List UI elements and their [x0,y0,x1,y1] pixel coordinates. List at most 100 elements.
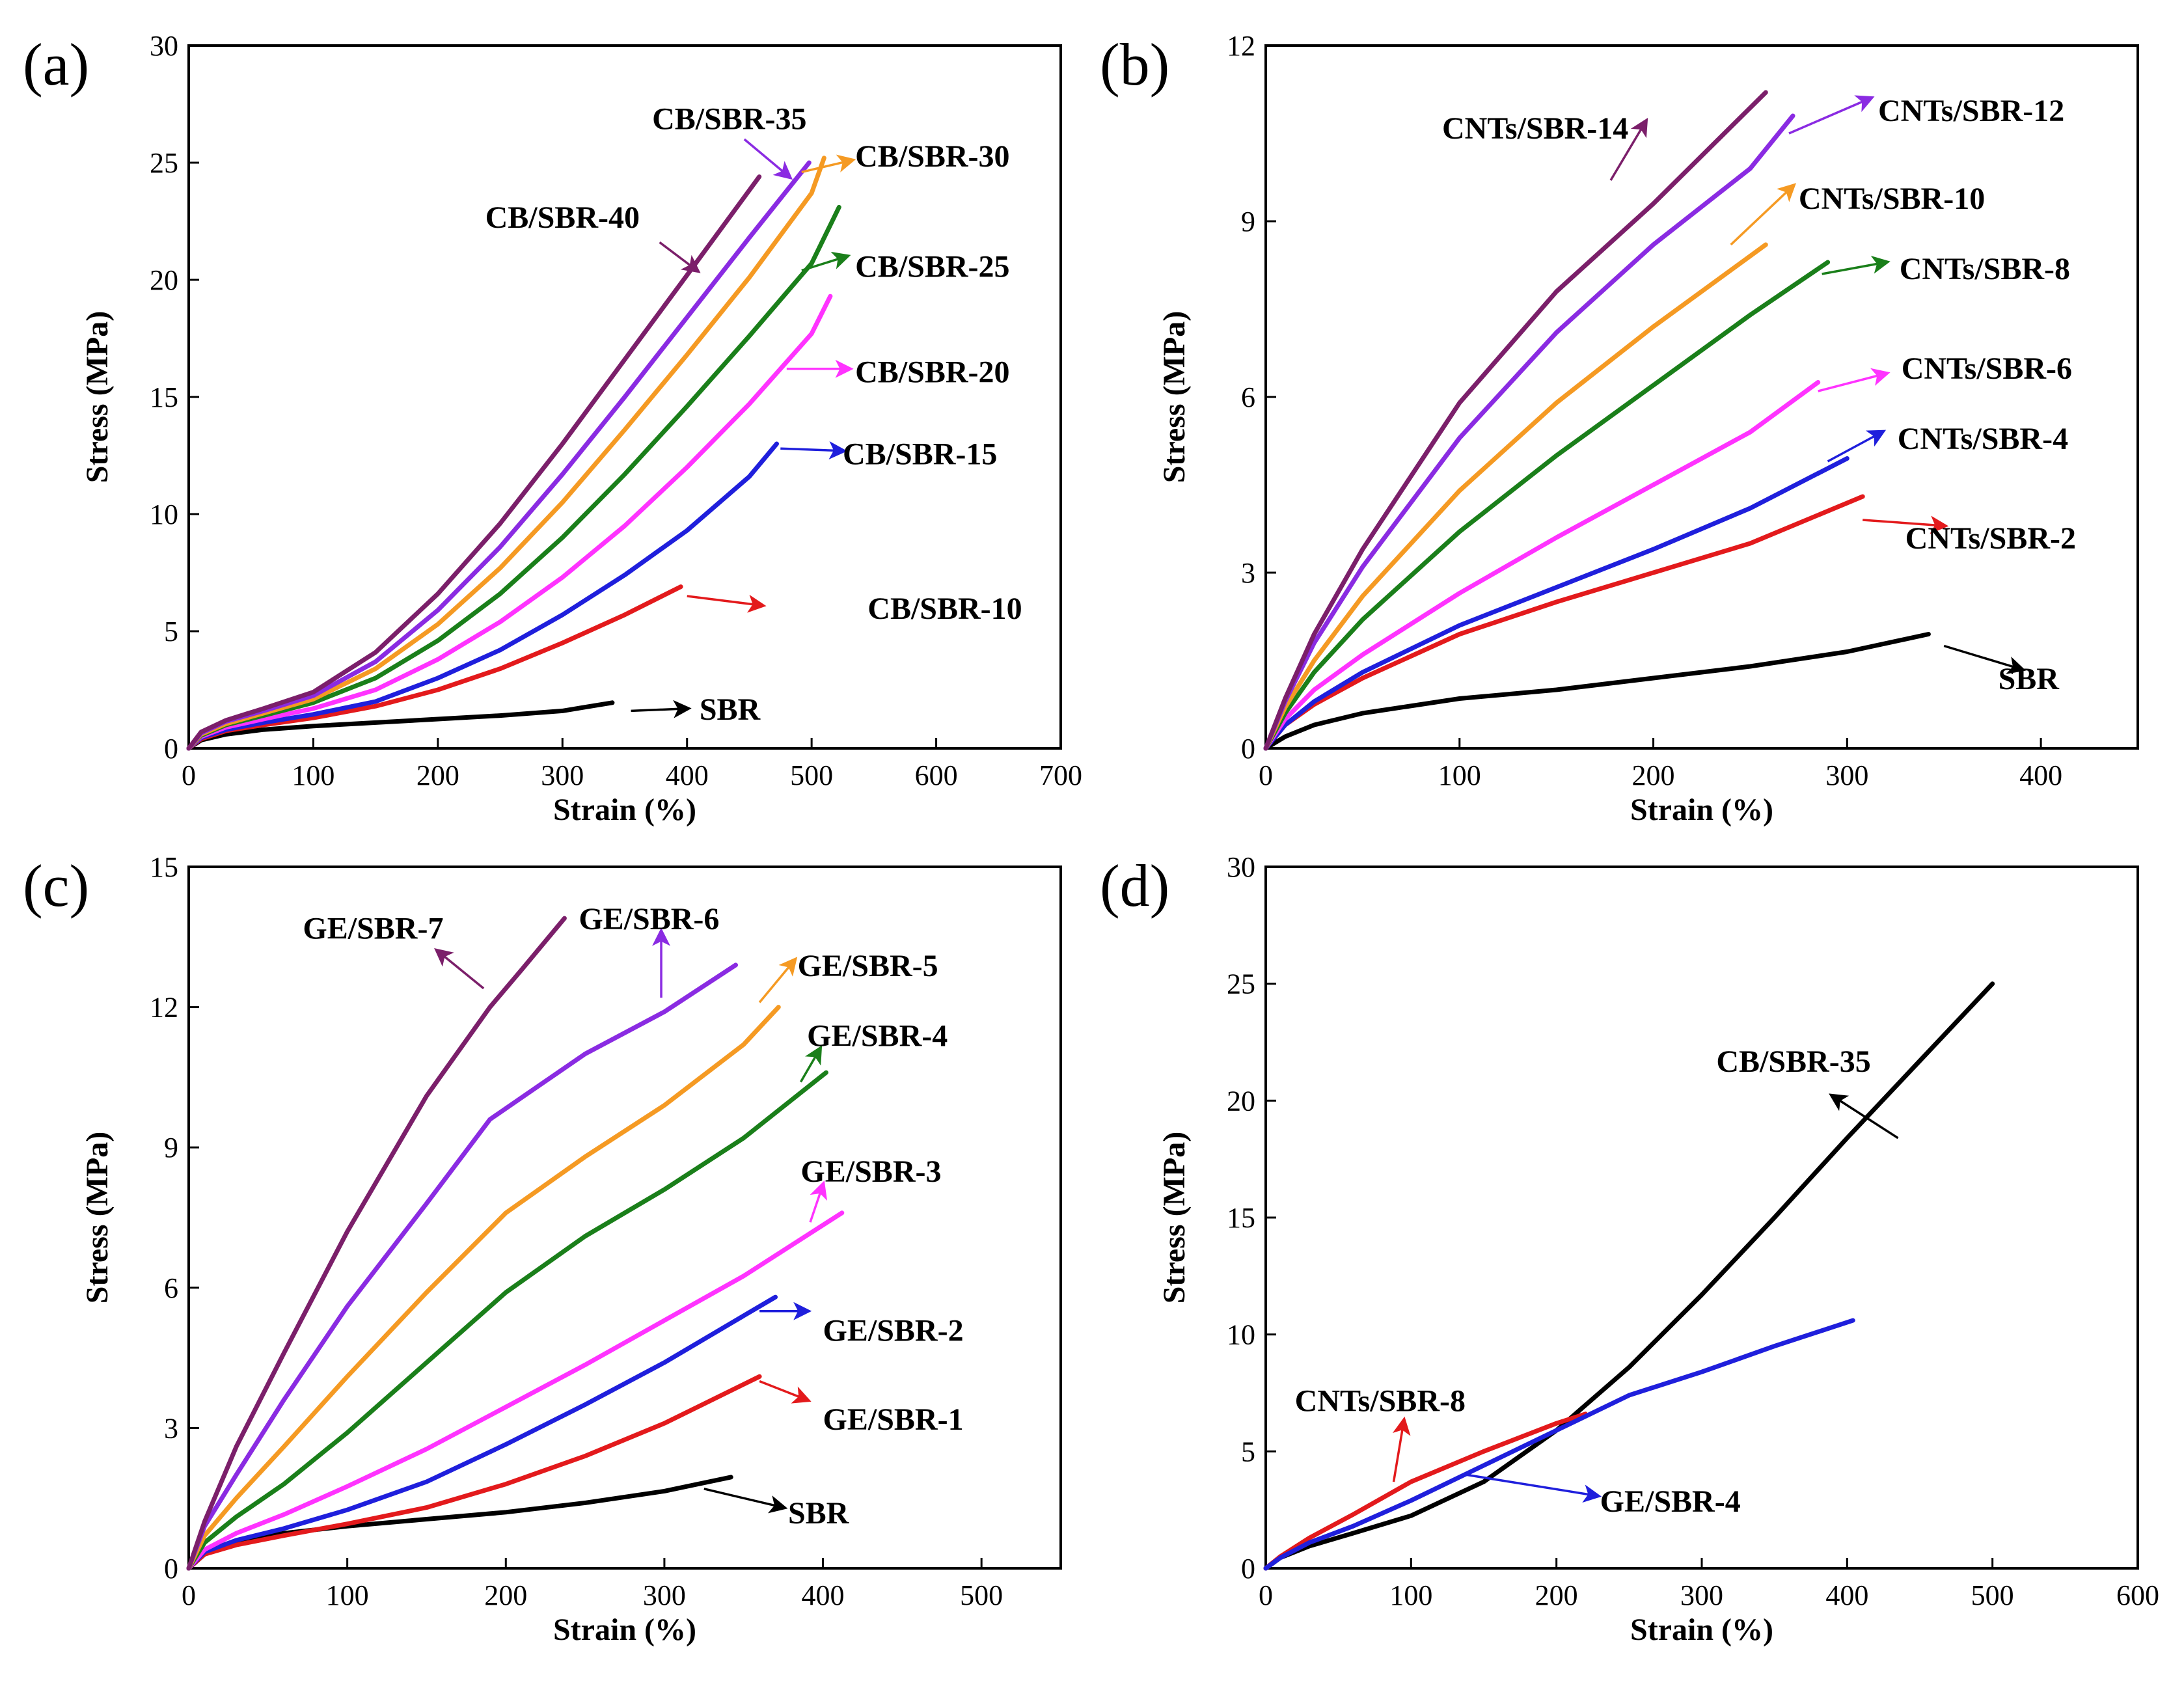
y-tick-label: 15 [150,851,178,883]
series-line-ge-sbr-6 [186,962,738,1571]
panel-c: 0 100 200 300 400 500 0 3 6 9 12 15 Strain (%) Stress… [23,851,1062,1647]
panel-b: 0 100 200 300 400 0 3 6 9 12 Strain (%) Stress (MPa… [1100,30,2139,827]
y-tick-label: 0 [164,733,178,765]
y-tick-label: 15 [150,381,178,413]
annotation-arrow [809,1180,828,1223]
y-tick-label: 0 [1241,733,1255,765]
x-tick-label: 100 [326,1579,369,1611]
annotation-arrow [1730,183,1797,246]
series-annotation-label: GE/SBR-6 [579,902,719,936]
series-line-ge-sbr-3 [186,1210,845,1571]
y-tick-label: 3 [164,1412,178,1444]
series-annotation-label: GE/SBR-4 [1600,1484,1741,1519]
series-line-ge-sbr-1 [186,1374,762,1571]
y-tick-label: 20 [150,264,178,296]
plot-frame [1264,44,2139,750]
y-axis-label: Stress (MPa) [80,311,115,483]
series-line-cb-sbr-35 [186,160,812,751]
x-tick-label: 0 [182,1579,196,1611]
annotation-arrow [1788,95,1875,135]
x-tick-label: 500 [790,759,833,791]
x-axis-label: Strain (%) [1630,793,1773,827]
y-tick-label: 30 [150,30,178,62]
annotation-arrow [1392,1416,1411,1482]
series-annotation-label: GE/SBR-2 [823,1313,964,1348]
annotation-arrow [801,154,856,174]
x-tick-label: 0 [1259,759,1273,791]
series-line-cnts-sbr-12 [1263,113,1795,751]
series-line-cb-sbr-35 [1263,981,1995,1571]
annotation-arrow [1818,368,1891,392]
series-annotation-label: CNTs/SBR-10 [1799,182,1985,216]
x-tick-label: 100 [292,759,334,791]
y-tick-label: 20 [1227,1085,1255,1117]
series-annotation-label: CNTs/SBR-14 [1442,111,1628,146]
annotation-arrow [703,1488,788,1514]
series-annotation-label: SBR [788,1496,850,1531]
series-annotation-label: CNTs/SBR-12 [1878,94,2064,128]
x-tick-label: 600 [2116,1579,2159,1611]
y-tick-label: 10 [150,498,178,530]
annotation-arrow [799,1045,823,1083]
x-tick-label: 600 [915,759,958,791]
series-annotation-label: CNTs/SBR-8 [1295,1383,1466,1418]
annotation-arrow [801,251,851,272]
annotation-arrow [780,441,847,460]
annotation-arrow [1829,1093,1899,1139]
series-line-ge-sbr-4 [1263,1318,1855,1571]
y-tick-label: 12 [1227,30,1255,62]
y-tick-label: 5 [1241,1436,1255,1467]
x-tick-label: 0 [1259,1579,1273,1611]
y-tick-label: 25 [150,147,178,179]
series-annotation-label: GE/SBR-7 [303,911,443,946]
x-tick-label: 0 [182,759,196,791]
annotation-arrow [1822,256,1891,275]
y-axis-label: Stress (MPa) [80,1132,115,1303]
annotation-arrow [631,700,692,718]
series-annotation-label: CB/SBR-20 [855,355,1009,389]
y-tick-label: 6 [1241,381,1255,413]
series-annotation-label: CB/SBR-25 [855,249,1009,284]
series-line-cnts-sbr-8 [1263,260,1831,751]
series-annotation-label: GE/SBR-3 [800,1154,941,1189]
y-tick-label: 9 [1241,206,1255,238]
x-axis-label: Strain (%) [1630,1613,1773,1647]
y-tick-label: 3 [1241,557,1255,589]
y-tick-label: 10 [1227,1319,1255,1351]
panel-a: 0 100 200 300 400 500 600 700 0 5 10 15 20 25 30 Strain… [23,30,1082,827]
x-tick-label: 200 [416,759,459,791]
series-annotation-label: CNTs/SBR-8 [1900,252,2070,286]
x-tick-label: 200 [484,1579,527,1611]
y-tick-label: 6 [164,1272,178,1304]
x-tick-label: 500 [960,1579,1003,1611]
series-line-sbr [186,1475,733,1571]
y-tick-label: 15 [1227,1202,1255,1234]
annotation-arrow [1609,117,1648,181]
y-tick-label: 5 [164,616,178,647]
x-tick-label: 400 [802,1579,845,1611]
series-line-ge-sbr-4 [186,1070,828,1571]
y-tick-label: 25 [1227,968,1255,1000]
series-annotation-label: GE/SBR-5 [798,949,938,983]
series-annotation-label: CB/SBR-35 [652,102,806,137]
annotation-arrow [434,947,485,990]
annotation-arrow [759,1380,812,1404]
series-line-cnts-sbr-4 [1263,456,1850,751]
x-tick-label: 100 [1438,759,1481,791]
plot-frame [187,865,1062,1570]
annotation-arrow [1863,515,1949,534]
x-tick-label: 400 [666,759,709,791]
series-line-sbr [1263,632,1931,751]
y-tick-label: 0 [164,1553,178,1585]
annotation-arrow [743,138,793,180]
series-line-ge-sbr-5 [186,1005,781,1571]
series-annotation-label: CB/SBR-15 [843,437,997,471]
panel-label: (b) [1100,31,1169,98]
y-tick-label: 12 [150,992,178,1024]
x-tick-label: 300 [1680,1579,1723,1611]
series-line-cnts-sbr-14 [1263,90,1768,751]
y-tick-label: 9 [164,1132,178,1164]
x-tick-label: 300 [1825,759,1868,791]
annotation-arrow [1827,429,1887,463]
